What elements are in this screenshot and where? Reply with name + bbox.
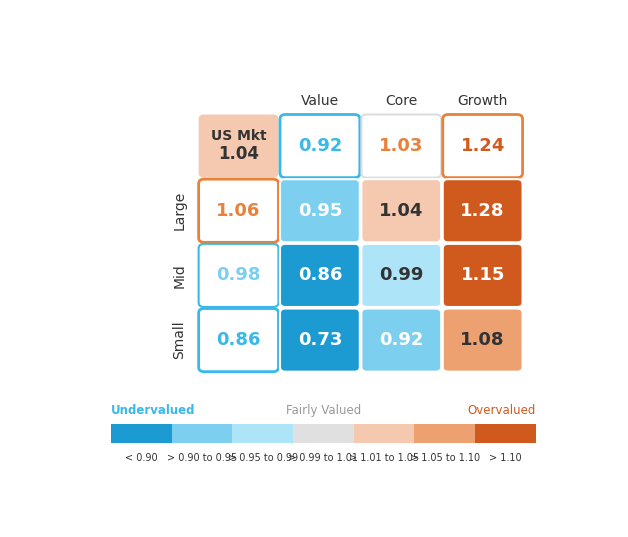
Text: 1.28: 1.28 [460, 202, 505, 220]
Text: Undervalued: Undervalued [111, 404, 195, 417]
Text: Small: Small [172, 321, 187, 359]
Text: Value: Value [301, 95, 339, 108]
Text: Mid: Mid [172, 263, 187, 288]
Text: > 1.10: > 1.10 [489, 453, 522, 462]
Text: > 0.99 to 1.01: > 0.99 to 1.01 [288, 453, 359, 462]
Text: 0.98: 0.98 [216, 266, 261, 285]
FancyBboxPatch shape [361, 114, 441, 178]
Text: > 1.05 to 1.10: > 1.05 to 1.10 [409, 453, 480, 462]
Text: US Mkt: US Mkt [211, 129, 266, 143]
Text: 1.15: 1.15 [460, 266, 505, 285]
FancyBboxPatch shape [443, 244, 522, 307]
FancyBboxPatch shape [443, 114, 522, 178]
Text: 1.08: 1.08 [460, 331, 505, 349]
Text: 0.86: 0.86 [298, 266, 342, 285]
FancyBboxPatch shape [361, 179, 441, 242]
Text: 0.95: 0.95 [298, 202, 342, 220]
Text: Fairly Valued: Fairly Valued [286, 404, 361, 417]
Text: Overvalued: Overvalued [467, 404, 536, 417]
FancyBboxPatch shape [280, 114, 360, 178]
Bar [293, 424, 354, 443]
Text: 1.24: 1.24 [460, 137, 505, 155]
Text: Large: Large [172, 191, 187, 230]
Text: Growth: Growth [457, 95, 508, 108]
FancyBboxPatch shape [443, 179, 522, 242]
Bar [232, 424, 293, 443]
Bar [111, 424, 171, 443]
Text: 0.92: 0.92 [298, 137, 342, 155]
FancyBboxPatch shape [198, 244, 278, 307]
Text: 0.99: 0.99 [379, 266, 423, 285]
FancyBboxPatch shape [280, 309, 360, 372]
FancyBboxPatch shape [198, 309, 278, 372]
FancyBboxPatch shape [280, 244, 360, 307]
Bar [354, 424, 414, 443]
Text: > 0.95 to 0.99: > 0.95 to 0.99 [228, 453, 298, 462]
FancyBboxPatch shape [443, 309, 522, 372]
FancyBboxPatch shape [280, 179, 360, 242]
Bar [171, 424, 232, 443]
FancyBboxPatch shape [361, 309, 441, 372]
FancyBboxPatch shape [198, 114, 278, 178]
FancyBboxPatch shape [361, 244, 441, 307]
Text: < 0.90: < 0.90 [125, 453, 158, 462]
Text: 1.03: 1.03 [379, 137, 423, 155]
Text: > 0.90 to 0.95: > 0.90 to 0.95 [167, 453, 237, 462]
Text: 0.92: 0.92 [379, 331, 423, 349]
Text: > 1.01 to 1.05: > 1.01 to 1.05 [349, 453, 419, 462]
Text: 1.04: 1.04 [379, 202, 423, 220]
Text: 0.86: 0.86 [216, 331, 261, 349]
Text: 0.73: 0.73 [298, 331, 342, 349]
Bar [414, 424, 475, 443]
Bar [475, 424, 536, 443]
FancyBboxPatch shape [198, 179, 278, 242]
Text: Core: Core [385, 95, 418, 108]
Text: 1.04: 1.04 [218, 146, 259, 163]
Text: 1.06: 1.06 [217, 202, 261, 220]
